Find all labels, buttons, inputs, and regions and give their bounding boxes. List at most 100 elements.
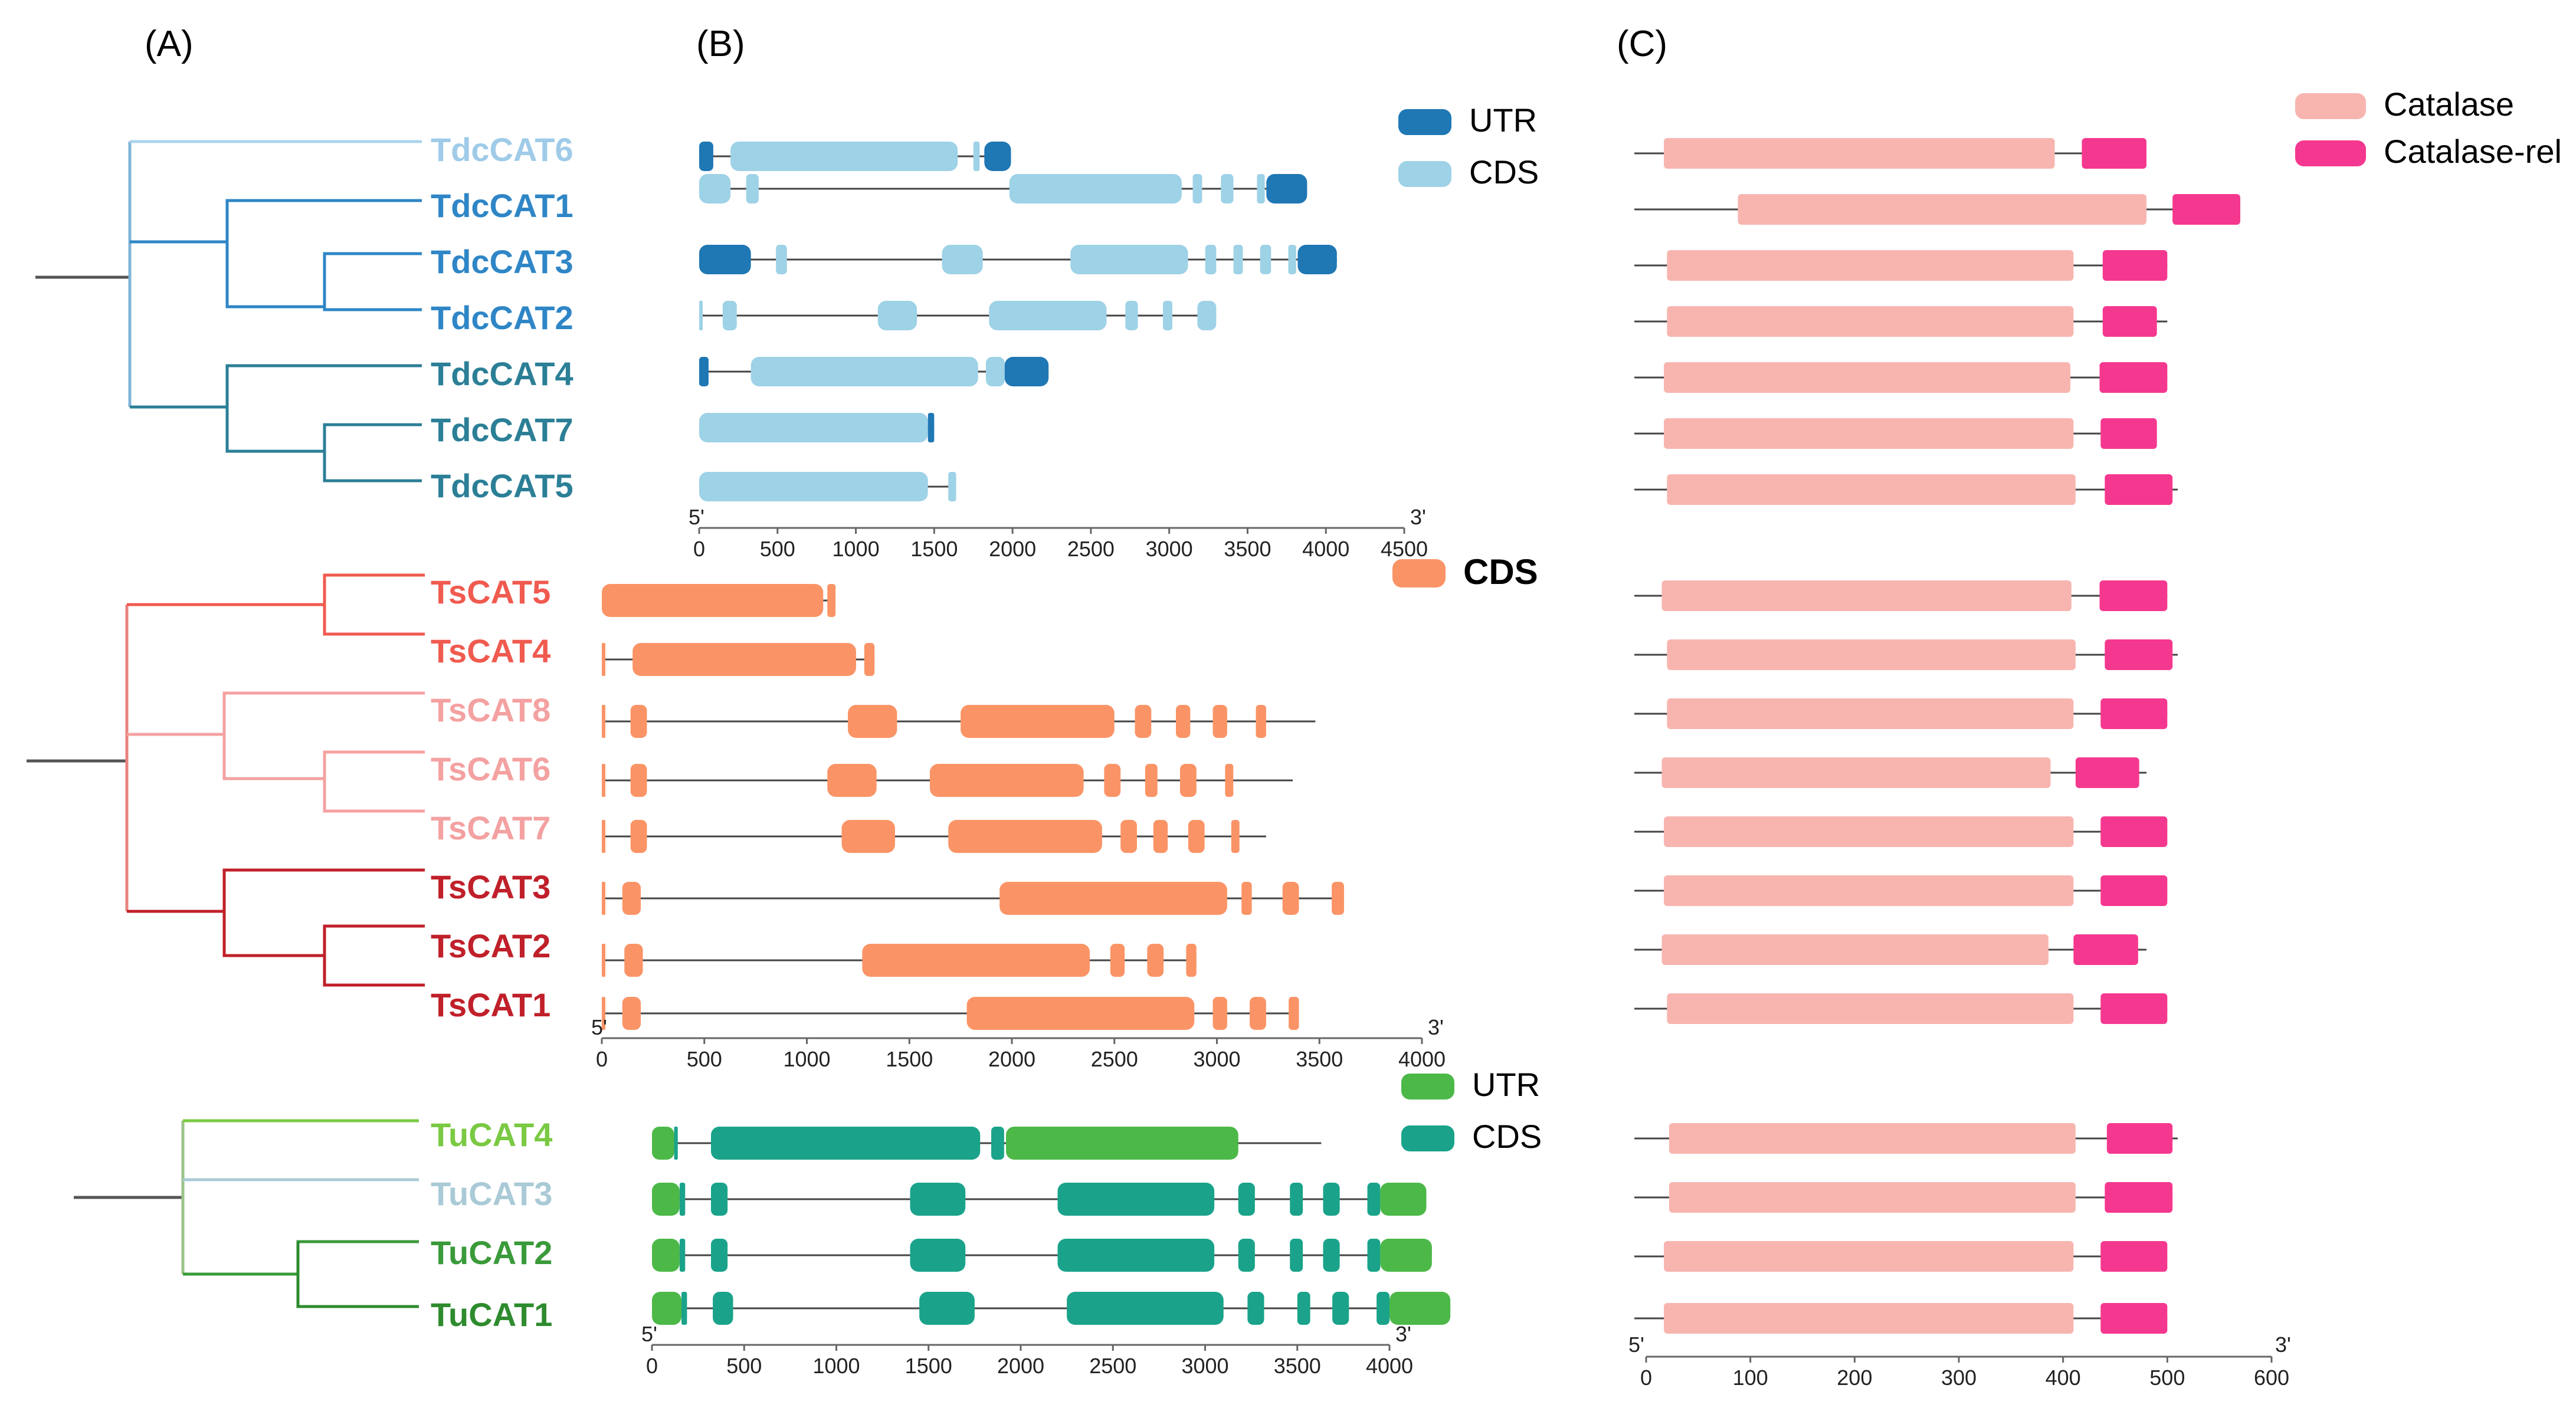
gene-label-tdccat7: TdcCAT7 bbox=[431, 411, 573, 448]
catalase-rel-domain bbox=[2102, 306, 2157, 337]
gene-structure-tdccat4 bbox=[699, 357, 1049, 386]
protein-tucat2 bbox=[1634, 1241, 2168, 1272]
utr-block bbox=[652, 1292, 681, 1325]
cds-block bbox=[1282, 882, 1299, 915]
catalase-domain bbox=[1661, 757, 2051, 788]
catalase-domain bbox=[1669, 1182, 2076, 1213]
protein-domain-panel bbox=[1634, 138, 2240, 1334]
axis-tick-label: 1000 bbox=[783, 1047, 830, 1071]
axis-tick-label: 3000 bbox=[1181, 1354, 1228, 1378]
gene-label-tdccat5: TdcCAT5 bbox=[431, 467, 573, 504]
cds-block bbox=[1205, 245, 1217, 274]
utr-block bbox=[1297, 245, 1337, 274]
catalase-rel-domain bbox=[2100, 698, 2168, 729]
cds-block bbox=[1297, 1292, 1310, 1325]
cds-block bbox=[841, 820, 895, 853]
gene-structure-tdccat3 bbox=[699, 245, 1337, 274]
utr-block bbox=[699, 357, 709, 386]
gene-structure-tucat2 bbox=[652, 1239, 1432, 1272]
catalase-domain bbox=[1664, 875, 2074, 906]
cds-block bbox=[848, 705, 897, 738]
cds-block bbox=[699, 174, 731, 204]
cds-block bbox=[1257, 174, 1265, 204]
utr-block bbox=[699, 245, 751, 274]
cds-block bbox=[602, 584, 824, 617]
gene-label-tscat2: TsCAT2 bbox=[431, 927, 550, 964]
gene-structure-tscat2 bbox=[602, 944, 1197, 977]
cds-block bbox=[624, 944, 643, 977]
legend-label: Catalase-rel bbox=[2384, 133, 2562, 170]
cds-block bbox=[1153, 820, 1168, 853]
cds-block bbox=[1125, 301, 1138, 330]
cds-block bbox=[630, 820, 647, 853]
catalase-rel-domain bbox=[2082, 138, 2146, 169]
cds-block bbox=[1367, 1239, 1381, 1272]
catalase-rel-domain bbox=[2100, 1303, 2168, 1334]
catalase-domain bbox=[1667, 639, 2076, 670]
gene-structure-tscat1 bbox=[602, 997, 1299, 1030]
cds-block bbox=[1238, 1239, 1255, 1272]
cds-block bbox=[910, 1183, 966, 1216]
cds-block bbox=[1231, 820, 1240, 853]
catalase-rel-domain bbox=[2105, 1182, 2173, 1213]
cds-block bbox=[1192, 174, 1202, 204]
utr-block bbox=[652, 1183, 680, 1216]
protein-tucat3 bbox=[1634, 1182, 2173, 1213]
phylo-tree-tu bbox=[74, 1119, 419, 1308]
gene-label-tscat1: TsCAT1 bbox=[431, 986, 550, 1023]
catalase-rel-domain bbox=[2100, 1241, 2168, 1272]
axis-three-prime: 3' bbox=[2275, 1332, 2291, 1357]
cds-block bbox=[1135, 705, 1152, 738]
axis-protein: 0 100 200 300 400 500 600 5' 3' bbox=[1628, 1332, 2291, 1390]
catalase-domain bbox=[1667, 250, 2074, 281]
cds-block bbox=[1110, 944, 1125, 977]
protein-tscat3 bbox=[1634, 875, 2168, 906]
catalase-rel-domain bbox=[2106, 1123, 2173, 1154]
catalase-domain bbox=[1664, 1303, 2074, 1334]
cds-block bbox=[1120, 820, 1137, 853]
gene-structure-panel bbox=[602, 142, 1451, 1325]
axis-tick-label: 300 bbox=[1941, 1366, 1977, 1390]
gene-label-tucat2: TuCAT2 bbox=[431, 1234, 552, 1271]
gene-structure-tdccat5 bbox=[699, 472, 956, 501]
axis-tick-label: 2000 bbox=[989, 537, 1036, 561]
axis-tick-label: 600 bbox=[2254, 1366, 2289, 1390]
legend-ts: CDS bbox=[1392, 552, 1538, 592]
protein-tdccat5 bbox=[1634, 474, 2178, 505]
cds-block bbox=[1290, 1183, 1303, 1216]
cds-block bbox=[1179, 764, 1197, 797]
gene-structure-tscat4 bbox=[602, 643, 875, 676]
catalase-domain bbox=[1664, 816, 2074, 847]
legend-swatch bbox=[1398, 109, 1451, 135]
axis-tick-label: 3500 bbox=[1296, 1047, 1343, 1071]
utr-block bbox=[1006, 1127, 1238, 1160]
legend-swatch bbox=[1401, 1125, 1454, 1151]
gene-label-tucat3: TuCAT3 bbox=[431, 1175, 552, 1212]
cds-block bbox=[1212, 705, 1227, 738]
protein-tdccat6 bbox=[1634, 138, 2146, 169]
axis-tick-label: 0 bbox=[1640, 1366, 1652, 1390]
cds-block bbox=[632, 643, 856, 676]
cds-block bbox=[1290, 1239, 1303, 1272]
utr-block bbox=[652, 1127, 674, 1160]
cds-block bbox=[713, 1292, 733, 1325]
cds-block bbox=[730, 142, 958, 171]
catalase-domain bbox=[1669, 1123, 2076, 1154]
cds-block bbox=[602, 643, 605, 676]
axis-tick-label: 3500 bbox=[1224, 537, 1271, 561]
cds-block bbox=[1188, 820, 1205, 853]
gene-structure-tscat7 bbox=[602, 820, 1266, 853]
catalase-domain bbox=[1664, 418, 2074, 449]
axis-five-prime: 5' bbox=[591, 1015, 607, 1039]
cds-block bbox=[1260, 245, 1271, 274]
phylo-tree-tdc bbox=[35, 140, 422, 483]
cds-block bbox=[699, 472, 928, 501]
cds-block bbox=[948, 472, 956, 501]
cds-block bbox=[1323, 1239, 1340, 1272]
phylo-tree-ts bbox=[27, 573, 425, 987]
legend-label: UTR bbox=[1469, 101, 1537, 139]
catalase-rel-domain bbox=[2099, 580, 2168, 611]
catalase-domain bbox=[1664, 362, 2071, 393]
utr-block bbox=[699, 142, 713, 171]
